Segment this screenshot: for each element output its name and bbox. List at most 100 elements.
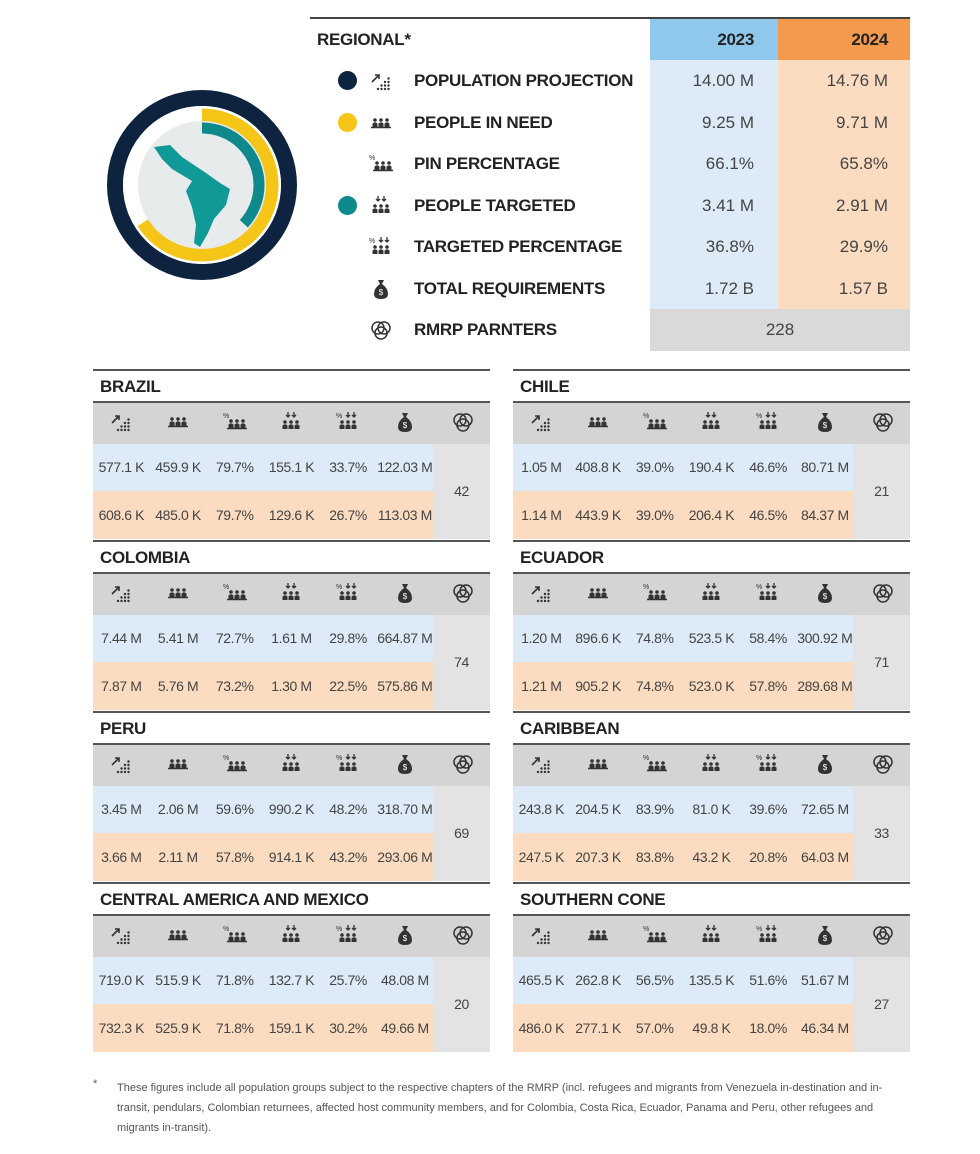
icon-glyph xyxy=(282,754,300,771)
cell-value: 39.0% xyxy=(635,507,674,523)
cell-value: 300.92 M xyxy=(797,630,853,646)
cell-value: 190.4 K xyxy=(688,459,735,475)
svg-text:%: % xyxy=(643,755,649,762)
cell-value: 29.8% xyxy=(329,630,367,646)
icon xyxy=(585,411,611,438)
icon-glyph xyxy=(588,588,609,599)
regional-rule xyxy=(310,17,910,19)
cell-value: 122.03 M xyxy=(377,459,433,475)
svg-text:$: $ xyxy=(823,934,828,943)
cell-value: 71.8% xyxy=(215,1020,254,1036)
icon: % xyxy=(755,411,781,438)
icon: % xyxy=(368,236,394,263)
donut-graphic xyxy=(107,90,297,280)
cell-value: 59.6% xyxy=(215,801,254,817)
cell-value: 515.9 K xyxy=(155,972,201,988)
icon-glyph xyxy=(702,412,720,429)
icon-glyph: % xyxy=(336,412,357,429)
cell-value: 73.2% xyxy=(215,678,254,694)
icon xyxy=(585,753,611,780)
cell-value: 990.2 K xyxy=(268,801,315,817)
icon: % xyxy=(642,582,668,609)
cell-value: 132.7 K xyxy=(268,972,315,988)
icon: % xyxy=(222,753,248,780)
country-panel: ECUADOR%% $1.20 M 896.6 K 74.8% 523.5 K 58.4%… xyxy=(513,540,910,711)
icon-glyph xyxy=(873,584,893,603)
icon-glyph: % xyxy=(756,412,777,429)
icon xyxy=(450,582,476,609)
partners-value: 71 xyxy=(853,615,910,710)
cell-value: 39.0% xyxy=(635,459,674,475)
cell-value: 46.6% xyxy=(749,459,787,475)
year-header: 2024 xyxy=(778,19,910,60)
value-2024: 2.91 M xyxy=(778,184,910,226)
svg-text:$: $ xyxy=(403,763,408,772)
svg-text:%: % xyxy=(336,413,342,420)
icon-glyph: $ xyxy=(817,755,832,774)
cell-value: 408.8 K xyxy=(575,459,621,475)
icon xyxy=(108,582,134,609)
regional-title: REGIONAL* xyxy=(317,30,411,49)
value-2023: 1.72 B xyxy=(650,267,778,309)
cell-value: 83.8% xyxy=(635,849,674,865)
country-name: BRAZIL xyxy=(100,377,161,396)
icon: % xyxy=(642,411,668,438)
cell-value: 5.76 M xyxy=(157,678,199,694)
cell-value: 7.44 M xyxy=(101,630,142,646)
icon xyxy=(698,411,724,438)
icon-glyph xyxy=(873,413,893,432)
cell-value: 51.6% xyxy=(749,972,787,988)
icon-glyph xyxy=(111,415,131,432)
cell-value: 79.7% xyxy=(215,507,254,523)
partners-value: 69 xyxy=(433,786,490,881)
row-label: TARGETED PERCENTAGE xyxy=(414,237,623,256)
icon: $ xyxy=(392,924,418,951)
cell-value: 1.20 M xyxy=(521,630,562,646)
icon xyxy=(368,195,394,222)
icon-glyph xyxy=(372,195,390,213)
icon-glyph xyxy=(873,926,893,945)
icon: % xyxy=(335,924,361,951)
country-name: PERU xyxy=(100,719,147,738)
icon-glyph xyxy=(702,583,720,600)
icon: $ xyxy=(812,924,838,951)
row-label: TOTAL REQUIREMENTS xyxy=(414,278,606,298)
country-name: CHILE xyxy=(520,377,570,396)
icon xyxy=(870,582,896,609)
icon-glyph xyxy=(282,925,300,942)
country-name: COLOMBIA xyxy=(100,548,191,567)
row-2024 xyxy=(93,1004,433,1052)
icon-glyph xyxy=(453,413,473,432)
legend-dot xyxy=(338,71,357,90)
cell-value: 81.0 K xyxy=(692,801,731,817)
row-2024 xyxy=(513,833,853,881)
icon xyxy=(450,924,476,951)
icon xyxy=(165,924,191,951)
value-2023: 66.1% xyxy=(650,143,778,185)
icon xyxy=(698,924,724,951)
icon-glyph: % xyxy=(223,413,247,430)
cell-value: 22.5% xyxy=(329,678,367,694)
cell-value: 25.7% xyxy=(329,972,367,988)
svg-text:$: $ xyxy=(823,763,828,772)
cell-value: 57.0% xyxy=(635,1020,674,1036)
panel-rule xyxy=(513,711,910,713)
icon: % xyxy=(222,411,248,438)
icon-glyph: % xyxy=(223,755,247,772)
cell-value: 80.71 M xyxy=(800,459,849,475)
cell-value: 64.03 M xyxy=(800,849,849,865)
icon xyxy=(108,753,134,780)
svg-text:%: % xyxy=(336,926,342,933)
svg-text:%: % xyxy=(223,584,229,591)
icon-glyph xyxy=(111,586,131,603)
cell-value: 289.68 M xyxy=(797,678,853,694)
row-2024 xyxy=(93,833,433,881)
icon xyxy=(528,753,554,780)
country-name: SOUTHERN CONE xyxy=(520,890,666,909)
svg-text:$: $ xyxy=(403,421,408,430)
cell-value: 43.2 K xyxy=(692,849,731,865)
icon-glyph xyxy=(111,928,131,945)
country-panel: SOUTHERN CONE%% $465.5 K 262.8 K 56.5% 135.5… xyxy=(513,882,910,1053)
partners-value: 228 xyxy=(650,309,910,351)
icon xyxy=(698,582,724,609)
